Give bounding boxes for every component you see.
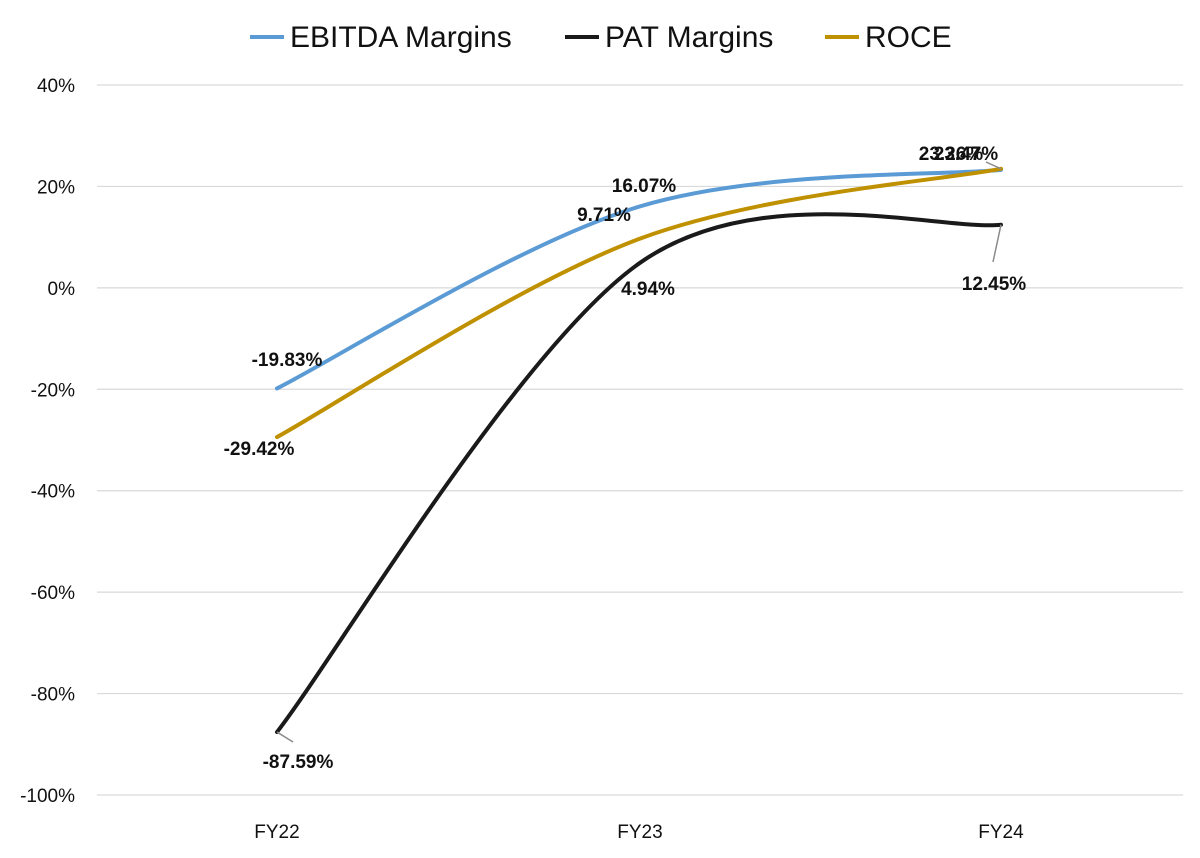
data-label-roce: -29.42% xyxy=(224,439,295,460)
legend-item-ebitda: EBITDA Margins xyxy=(250,21,512,54)
data-labels: -19.83% 16.07% 23.26% -87.59% 4.94% 12.45% -29… xyxy=(224,144,1027,773)
y-tick-label: 40% xyxy=(37,76,75,97)
label-leader-lines xyxy=(276,161,1002,743)
x-tick-label: FY24 xyxy=(978,822,1024,843)
series-line-pat xyxy=(275,212,1003,735)
series-line-ebitda xyxy=(275,167,1003,391)
series-lines xyxy=(275,166,1003,735)
x-tick-label: FY22 xyxy=(254,822,299,843)
legend-item-roce: ROCE xyxy=(825,21,952,54)
legend-label-roce: ROCE xyxy=(865,21,952,54)
data-label-roce: 9.71% xyxy=(577,205,631,226)
series-line-roce xyxy=(275,166,1003,440)
legend: EBITDA Margins PAT Margins ROCE xyxy=(250,21,952,54)
data-label-ebitda: 23.26% xyxy=(919,144,984,165)
data-label-ebitda: -19.83% xyxy=(252,350,323,371)
data-label-pat: -87.59% xyxy=(263,752,334,773)
legend-label-ebitda: EBITDA Margins xyxy=(290,21,512,54)
leader-line xyxy=(276,731,294,743)
y-tick-label: 20% xyxy=(37,177,75,198)
leader-line xyxy=(985,161,1002,170)
y-tick-label: -20% xyxy=(31,380,75,401)
y-axis-tick-labels: 40% 20% 0% -20% -40% -60% -80% -100% xyxy=(20,76,75,807)
leader-line xyxy=(992,224,1002,263)
data-label-roce: 23.47% xyxy=(934,144,999,165)
legend-label-pat: PAT Margins xyxy=(605,21,773,54)
y-tick-label: 0% xyxy=(48,279,76,300)
y-tick-label: -80% xyxy=(31,685,75,706)
y-tick-label: -100% xyxy=(20,786,75,807)
data-label-pat: 12.45% xyxy=(962,274,1027,295)
x-axis-tick-labels: FY22 FY23 FY24 xyxy=(254,822,1024,843)
data-label-pat: 4.94% xyxy=(621,279,675,300)
x-tick-label: FY23 xyxy=(617,822,662,843)
y-tick-label: -40% xyxy=(31,482,75,503)
y-tick-label: -60% xyxy=(31,583,75,604)
legend-item-pat: PAT Margins xyxy=(565,21,773,54)
data-label-ebitda: 16.07% xyxy=(612,176,677,197)
